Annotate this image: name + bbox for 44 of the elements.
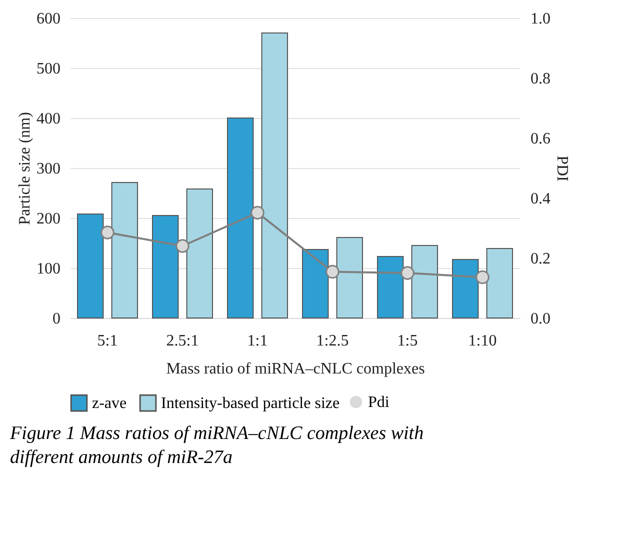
caption: Figure 1 Mass ratios of miRNA–cNLC complexes with different amounts of miR-27a [9,423,424,468]
y-tick-label: 400 [36,110,60,128]
point [476,270,490,284]
x-tick-label: 1:10 [468,332,497,350]
legend-label: z-ave [92,395,127,412]
bar [336,237,363,318]
legend-label: Intensity-based particle size [161,395,340,412]
point [326,264,340,279]
y-axis-title: Particle size (nm) [16,112,34,225]
bar [377,256,404,318]
bar [302,249,329,318]
point [176,239,190,253]
y-tick-label: 0 [52,310,60,328]
x-tick-label: 5:1 [97,332,118,350]
y-tick-label: 300 [36,160,60,178]
x-tick-label: 1:5 [397,332,418,350]
bar [261,32,288,318]
x-tick-label: 2.5:1 [166,332,199,350]
bar [452,259,479,318]
bar [152,215,179,318]
y2-tick-label: 0.2 [530,250,550,268]
y2-tick-label: 1.0 [530,10,550,28]
x-tick-label: 1:2.5 [316,332,349,350]
point [250,206,264,220]
bar [227,118,254,318]
y2-tick-label: 0.0 [530,310,550,328]
bar [186,188,213,318]
y2-tick-label: 0.8 [530,70,550,88]
bar [411,245,438,318]
y-tick-label: 500 [36,60,60,78]
y-tick-label: 600 [36,10,60,28]
y2-axis-title: PDI [554,156,570,182]
bar [111,182,138,318]
bar [77,214,104,318]
x-axis-title: Mass ratio of miRNA–cNLC complexes [166,360,425,378]
y-tick-label: 200 [36,210,60,228]
y-tick-label: 100 [36,260,60,278]
bar [486,248,513,318]
y2-tick-label: 0.6 [530,130,550,148]
x-tick-label: 1:1 [247,332,268,350]
point [400,266,414,280]
y2-tick-label: 0.4 [530,190,550,208]
point [100,226,114,240]
legend-label: Pdi [368,394,390,411]
